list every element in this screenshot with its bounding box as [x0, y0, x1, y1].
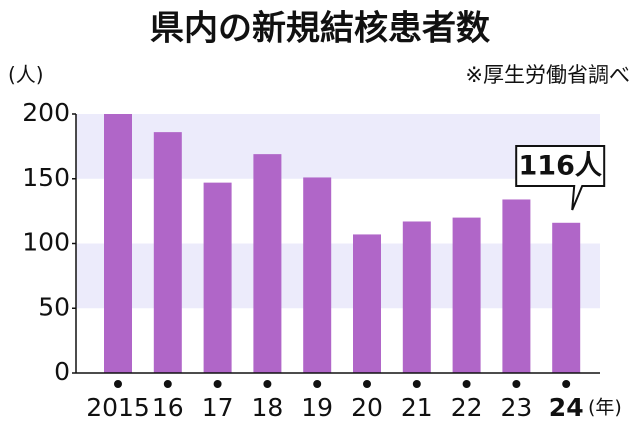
y-tick-label: 0	[54, 357, 70, 386]
bar	[104, 114, 132, 373]
bar	[502, 199, 531, 373]
bar	[452, 217, 481, 373]
y-tick-label: 50	[38, 292, 70, 321]
x-tick-label: 21	[401, 393, 433, 422]
x-unit: (年)	[588, 397, 622, 419]
bar	[203, 182, 232, 373]
x-tick-label: 18	[251, 393, 283, 422]
x-dot	[163, 380, 172, 388]
x-dot	[412, 380, 421, 388]
callout	[515, 145, 606, 211]
y-unit: (人)	[8, 63, 44, 87]
x-dot	[363, 380, 371, 388]
x-dot	[562, 380, 571, 388]
x-tick-label: 20	[351, 393, 383, 422]
x-tick-label: 17	[202, 393, 234, 422]
source-note: ※厚生労働省調べ	[465, 63, 630, 87]
y-tick-label: 200	[22, 98, 70, 127]
x-dot	[462, 380, 471, 388]
bar	[303, 177, 332, 373]
bar	[552, 222, 581, 373]
value-label: 116人	[519, 151, 602, 182]
bar	[353, 234, 381, 373]
x-dot	[114, 380, 122, 388]
bar	[402, 221, 431, 373]
x-dot	[263, 380, 272, 388]
x-dot	[313, 380, 322, 388]
x-tick-label: 19	[301, 393, 333, 422]
x-tick-label: 23	[500, 393, 532, 422]
x-tick-label: 16	[152, 393, 184, 422]
x-tick-label: 24	[549, 393, 584, 422]
y-tick-label: 100	[22, 228, 70, 257]
x-dot	[213, 380, 222, 388]
chart-title: 県内の新規結核患者数	[150, 9, 490, 49]
x-dot	[512, 380, 521, 388]
bar	[253, 154, 282, 373]
x-tick-label: 2015	[86, 393, 150, 422]
y-tick-label: 150	[22, 163, 70, 192]
bar	[153, 132, 182, 373]
x-tick-label: 22	[451, 393, 483, 422]
